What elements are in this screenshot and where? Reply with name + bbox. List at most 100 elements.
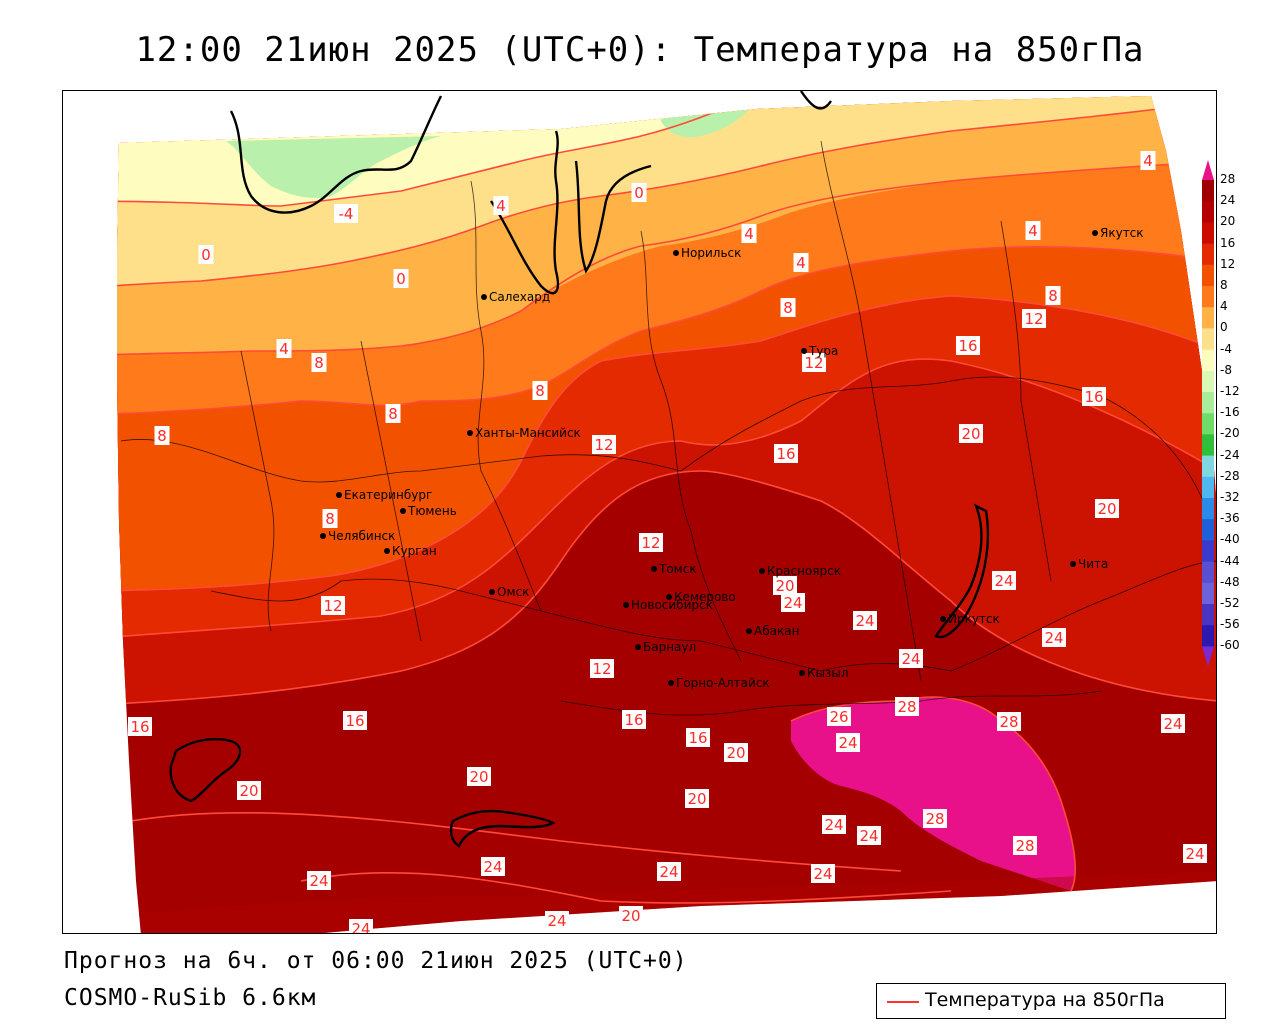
svg-text:16: 16 (130, 718, 149, 736)
colorbar-tick-label: -36 (1220, 511, 1240, 526)
isotherm-label: 12 (592, 435, 616, 454)
svg-text:24: 24 (838, 734, 857, 752)
svg-text:4: 4 (796, 254, 806, 272)
colorbar-swatch (1202, 349, 1214, 372)
svg-text:24: 24 (824, 816, 843, 834)
city-marker[interactable]: Абакан (746, 624, 799, 638)
city-dot-icon (384, 548, 390, 554)
city-marker[interactable]: Красноярск (759, 564, 841, 578)
colorbar-swatch (1202, 264, 1214, 287)
isotherm-label: 8 (385, 404, 401, 423)
isotherm-label: 20 (685, 789, 709, 808)
city-marker[interactable]: Ханты-Мансийск (467, 426, 581, 440)
legend-line-swatch (887, 1001, 919, 1003)
colorbar-swatch (1202, 328, 1214, 351)
city-dot-icon (759, 568, 765, 574)
city-label: Ханты-Мансийск (475, 426, 581, 440)
isotherm-label: 16 (686, 728, 710, 747)
legend-line-label: Температура на 850гПа (925, 989, 1165, 1011)
city-marker[interactable]: Екатеринбург (336, 488, 432, 502)
isotherm-label: 24 (349, 919, 373, 933)
city-marker[interactable]: Курган (384, 544, 437, 558)
city-label: Томск (658, 562, 697, 576)
svg-text:20: 20 (621, 907, 640, 925)
city-marker[interactable]: Кемерово (666, 590, 736, 604)
isotherm-label: -4 (334, 204, 358, 223)
svg-text:28: 28 (925, 810, 944, 828)
isotherm-label: 4 (741, 224, 757, 243)
svg-text:4: 4 (1143, 152, 1153, 170)
colorbar-swatch (1202, 180, 1214, 202)
colorbar-tick-label: 20 (1220, 214, 1236, 229)
colorbar-top-arrow (1202, 160, 1214, 180)
svg-text:28: 28 (897, 698, 916, 716)
map-panel[interactable]: -4 0 0 0 4 4 4 4 4 4 8 8 8 8 8 8 8 12 12 12 12 12 12 16 16 16 16 16… (62, 90, 1217, 934)
city-marker[interactable]: Якутск (1092, 226, 1144, 240)
city-marker[interactable]: Салехард (481, 290, 550, 304)
city-marker[interactable]: Челябинск (320, 529, 395, 543)
svg-text:4: 4 (496, 197, 506, 215)
svg-text:24: 24 (1185, 845, 1204, 863)
city-marker[interactable]: Норильск (673, 246, 741, 260)
svg-text:0: 0 (201, 246, 211, 264)
colorbar-tick-label: -20 (1220, 426, 1240, 441)
city-marker[interactable]: Тура (801, 344, 838, 358)
colorbar-tick-label: 28 (1220, 172, 1236, 186)
isotherm-label: 16 (128, 717, 152, 736)
isotherm-label: 8 (1045, 286, 1061, 305)
colorbar-swatch (1202, 201, 1214, 223)
svg-text:16: 16 (688, 729, 707, 747)
isotherm-lines (117, 96, 1216, 904)
svg-text:24: 24 (783, 594, 802, 612)
city-dot-icon (666, 594, 672, 600)
colorbar-tick-label: -32 (1220, 490, 1240, 504)
isotherm-label: 28 (1013, 836, 1037, 855)
city-marker[interactable]: Омск (489, 585, 529, 599)
colorbar-swatch (1202, 540, 1214, 563)
isotherm-label: 12 (590, 659, 614, 678)
colorbar-tick-label: -4 (1220, 341, 1232, 356)
isotherm-label: 16 (956, 336, 980, 355)
colorbar-swatch (1202, 392, 1214, 414)
isotherm-label: 4 (1025, 221, 1041, 240)
svg-text:12: 12 (323, 597, 342, 615)
isotherm-label: 24 (822, 815, 846, 834)
svg-text:24: 24 (855, 612, 874, 630)
svg-text:0: 0 (634, 184, 644, 202)
svg-text:12: 12 (804, 354, 823, 372)
isotherm-label: 8 (154, 426, 170, 445)
svg-text:16: 16 (958, 337, 977, 355)
svg-text:24: 24 (901, 650, 920, 668)
colorbar-swatch (1202, 307, 1214, 329)
city-dot-icon (801, 348, 807, 354)
svg-text:8: 8 (388, 405, 398, 423)
colorbar-tick-label: 8 (1220, 278, 1228, 292)
city-marker[interactable]: Томск (651, 562, 697, 576)
city-label: Норильск (681, 246, 741, 260)
temperature-field (117, 96, 1216, 933)
svg-text:4: 4 (744, 225, 754, 243)
city-marker[interactable]: Горно-Алтайск (668, 676, 770, 690)
city-dot-icon (489, 589, 495, 595)
city-marker[interactable]: Тюмень (400, 504, 457, 518)
city-marker[interactable]: Чита (1070, 557, 1108, 571)
svg-text:8: 8 (325, 510, 335, 528)
colorbar-tick-label: 24 (1220, 193, 1236, 208)
isotherm-label: 20 (1095, 499, 1119, 518)
city-marker[interactable]: Новосибирск (623, 598, 713, 612)
temperature-map: -4 0 0 0 4 4 4 4 4 4 8 8 8 8 8 8 8 12 12 12 12 12 12 16 16 16 16 16… (117, 91, 1216, 933)
city-marker[interactable]: Кызыл (799, 666, 849, 680)
svg-text:24: 24 (483, 858, 502, 876)
city-dot-icon (799, 670, 805, 676)
city-marker[interactable]: Барнаул (635, 640, 696, 654)
city-marker[interactable]: Иркутск (940, 612, 1000, 626)
svg-text:12: 12 (1024, 310, 1043, 328)
colorbar-tick-label: -56 (1220, 617, 1240, 632)
svg-text:12: 12 (592, 660, 611, 678)
isotherm-label: 20 (773, 576, 797, 595)
colorbar-swatch (1202, 434, 1214, 457)
isotherm-label: 24 (1042, 628, 1066, 647)
city-dot-icon (1070, 561, 1076, 567)
isotherm-label: 8 (532, 381, 548, 400)
city-markers: Норильск Якутск Салехард Тура Ханты-Мансийск… (320, 226, 1144, 690)
